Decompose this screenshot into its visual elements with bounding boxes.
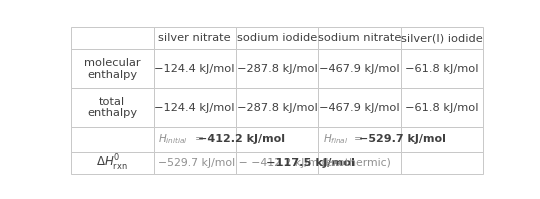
Bar (71, 152, 153, 174)
Bar (318, 127, 401, 152)
Text: −467.9 kJ/mol: −467.9 kJ/mol (319, 103, 400, 113)
Text: −412.2 kJ/mol: −412.2 kJ/mol (199, 134, 286, 144)
Text: total
enthalpy: total enthalpy (87, 97, 137, 118)
Bar (153, 127, 236, 152)
Text: silver nitrate: silver nitrate (158, 33, 231, 43)
Bar (401, 152, 483, 174)
Text: −529.7 kJ/mol − −412.2 kJ/mol =: −529.7 kJ/mol − −412.2 kJ/mol = (158, 158, 345, 168)
Bar (236, 127, 318, 152)
Bar (153, 152, 236, 174)
Bar (71, 49, 153, 88)
Text: −61.8 kJ/mol: −61.8 kJ/mol (405, 103, 478, 113)
Text: =: = (195, 134, 208, 144)
Bar (318, 49, 401, 88)
Text: =: = (354, 134, 367, 144)
Text: $H_{\mathit{final}}$: $H_{\mathit{final}}$ (323, 132, 348, 146)
Bar (153, 49, 236, 88)
Text: −529.7 kJ/mol: −529.7 kJ/mol (359, 134, 445, 144)
Bar (236, 27, 318, 49)
Text: −117.5 kJ/mol: −117.5 kJ/mol (266, 158, 355, 168)
Bar (318, 88, 401, 127)
Bar (401, 88, 483, 127)
Text: silver(I) iodide: silver(I) iodide (401, 33, 483, 43)
Bar (71, 88, 153, 127)
Text: $H_{\mathit{initial}}$: $H_{\mathit{initial}}$ (158, 132, 188, 146)
Bar (153, 27, 236, 49)
Text: molecular
enthalpy: molecular enthalpy (84, 58, 140, 80)
Bar (401, 127, 483, 152)
Bar (153, 88, 236, 127)
Bar (401, 49, 483, 88)
Bar (401, 27, 483, 49)
Bar (236, 152, 318, 174)
Text: −287.8 kJ/mol: −287.8 kJ/mol (237, 64, 318, 74)
Text: sodium nitrate: sodium nitrate (318, 33, 401, 43)
Bar (318, 152, 401, 174)
Text: (exothermic): (exothermic) (319, 158, 392, 168)
Text: −467.9 kJ/mol: −467.9 kJ/mol (319, 64, 400, 74)
Bar (71, 27, 153, 49)
Text: −287.8 kJ/mol: −287.8 kJ/mol (237, 103, 318, 113)
Text: sodium iodide: sodium iodide (237, 33, 317, 43)
Text: −124.4 kJ/mol: −124.4 kJ/mol (154, 64, 235, 74)
Text: −61.8 kJ/mol: −61.8 kJ/mol (405, 64, 478, 74)
Bar (318, 27, 401, 49)
Bar (71, 127, 153, 152)
Text: −124.4 kJ/mol: −124.4 kJ/mol (154, 103, 235, 113)
Bar (236, 88, 318, 127)
Text: $\Delta H^{0}_{\mathrm{rxn}}$: $\Delta H^{0}_{\mathrm{rxn}}$ (96, 153, 128, 173)
Bar (236, 49, 318, 88)
